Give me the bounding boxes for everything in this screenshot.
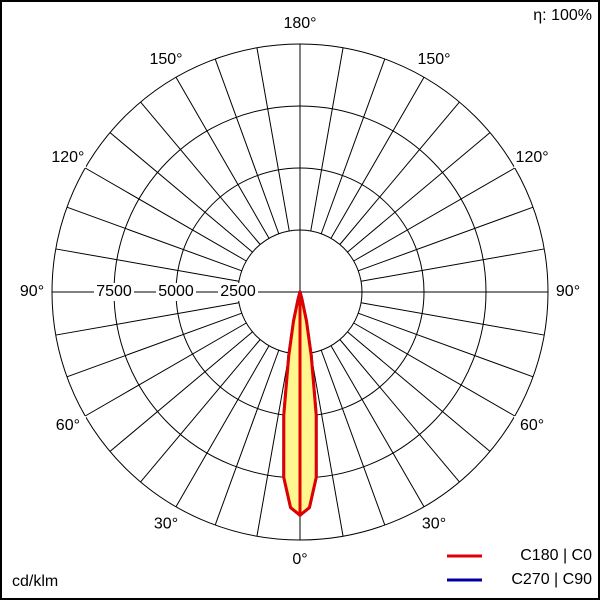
legend-label: C270 | C90 bbox=[511, 571, 592, 588]
radial-line bbox=[256, 47, 290, 232]
radial-line bbox=[360, 248, 545, 282]
beam-curve bbox=[282, 290, 302, 517]
radial-line bbox=[347, 132, 491, 253]
radial-line bbox=[175, 76, 270, 239]
radial-line bbox=[347, 331, 491, 452]
label-bg bbox=[14, 282, 50, 302]
radial-line bbox=[353, 322, 516, 417]
label-bg bbox=[416, 514, 452, 535]
label-bg bbox=[282, 14, 318, 34]
label-bg bbox=[148, 514, 184, 535]
unit-label: cd/klm bbox=[12, 573, 58, 590]
radial-line bbox=[360, 302, 545, 336]
r-tick-label: 2500 bbox=[220, 283, 256, 300]
radial-line bbox=[140, 101, 261, 245]
radial-line bbox=[214, 350, 280, 526]
theta-tick-label: 150° bbox=[417, 51, 450, 68]
label-bg bbox=[550, 282, 586, 302]
radial-line bbox=[358, 312, 534, 378]
radial-line bbox=[320, 350, 386, 526]
radial-line bbox=[55, 302, 240, 336]
radial-line bbox=[310, 352, 344, 537]
label-bg bbox=[49, 148, 86, 168]
radial-line bbox=[353, 167, 516, 262]
radial-line bbox=[214, 58, 280, 234]
radial-line bbox=[330, 345, 425, 508]
theta-tick-label: 60° bbox=[56, 417, 80, 434]
radial-line bbox=[175, 345, 270, 508]
label-bg bbox=[218, 283, 258, 301]
theta-tick-label: 90° bbox=[556, 283, 580, 300]
radial-line bbox=[358, 206, 534, 272]
radial-line bbox=[256, 352, 290, 537]
label-bg bbox=[282, 550, 318, 570]
radial-line bbox=[109, 132, 253, 253]
radial-line bbox=[84, 167, 247, 262]
theta-tick-label: 120° bbox=[51, 149, 84, 166]
radial-line bbox=[66, 206, 242, 272]
radial-line bbox=[339, 339, 460, 483]
label-bg bbox=[156, 283, 196, 301]
theta-tick-label: 180° bbox=[283, 15, 316, 32]
label-bg bbox=[49, 416, 86, 436]
radial-line bbox=[320, 58, 386, 234]
radial-line bbox=[109, 331, 253, 452]
theta-tick-label: 0° bbox=[292, 551, 307, 568]
label-bg bbox=[94, 283, 134, 301]
theta-tick-label: 120° bbox=[516, 149, 549, 166]
label-bg bbox=[514, 416, 551, 436]
label-bg bbox=[514, 148, 551, 168]
radial-line bbox=[140, 339, 261, 483]
theta-tick-label: 30° bbox=[422, 515, 446, 532]
radial-line bbox=[66, 312, 242, 378]
label-bg bbox=[148, 49, 184, 70]
efficiency: η: 100% bbox=[533, 7, 592, 24]
radial-line bbox=[310, 47, 344, 232]
label-bg bbox=[416, 49, 452, 70]
theta-tick-label: 150° bbox=[149, 51, 182, 68]
theta-tick-label: 60° bbox=[520, 417, 544, 434]
radial-line bbox=[84, 322, 247, 417]
legend-label: C180 | C0 bbox=[520, 547, 592, 564]
theta-tick-label: 90° bbox=[20, 283, 44, 300]
r-tick-label: 5000 bbox=[158, 283, 194, 300]
theta-tick-label: 30° bbox=[154, 515, 178, 532]
radial-line bbox=[339, 101, 460, 245]
radial-line bbox=[330, 76, 425, 239]
radial-line bbox=[55, 248, 240, 282]
r-tick-label: 7500 bbox=[96, 283, 132, 300]
